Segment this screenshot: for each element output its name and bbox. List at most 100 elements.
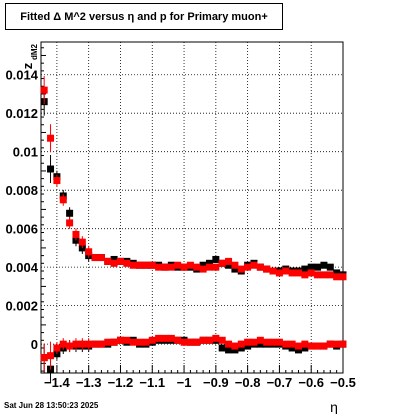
data-point [155,263,163,271]
data-point [53,344,61,352]
data-point [142,338,150,346]
data-point [66,342,74,350]
data-point [244,263,252,271]
x-tick-label: −0.5 [330,375,356,390]
data-point [294,269,302,277]
data-point [193,263,201,271]
data-point [237,340,245,348]
data-point [301,265,309,273]
data-point [294,342,302,350]
data-point [110,255,118,263]
data-point [212,255,220,263]
data-point [72,340,80,348]
data-point [186,261,194,269]
data-point [193,338,201,346]
chart-title-box: Fitted Δ M^2 versus η and p for Primary … [5,3,283,30]
data-point [231,265,239,273]
data-point [225,340,233,348]
data-point [91,340,99,348]
data-point [339,273,347,281]
y-axis-label: z [20,62,35,69]
data-point [288,344,296,352]
x-axis-label: η [330,399,338,414]
data-point [244,342,252,350]
data-point [237,265,245,273]
data-point [307,342,315,350]
x-tick-label: −0.8 [235,375,261,390]
data-point [212,263,220,271]
data-point [116,257,124,265]
data-point [85,340,93,348]
y-tick-label: 0.012 [5,106,38,121]
data-point [269,338,277,346]
data-point [282,267,290,275]
x-tick-label: −0.9 [203,375,229,390]
data-point [250,261,258,269]
data-point [269,267,277,275]
data-point [53,177,61,185]
data-point [225,257,233,265]
y-tick-label: 0.01 [13,145,38,160]
data-point [333,269,341,277]
x-tick-label: −1.4 [44,375,70,390]
y-tick-label: 0.006 [5,222,38,237]
data-point [148,261,156,269]
data-point [250,338,258,346]
data-point [263,265,271,273]
data-point [205,336,213,344]
data-point [123,259,131,267]
y-tick-label: 0.004 [5,260,38,275]
data-point [167,334,175,342]
data-point [231,261,239,269]
data-point [231,346,239,354]
data-point [174,261,182,269]
x-tick-label: −0.7 [267,375,293,390]
data-point [47,165,55,173]
data-point [167,263,175,271]
data-point [59,340,67,348]
data-point [78,340,86,348]
data-point [104,338,112,346]
data-point [288,340,296,348]
data-point [218,336,226,344]
data-point [97,254,105,262]
data-point [155,334,163,342]
data-point [97,340,105,348]
data-point [66,209,74,217]
data-point [205,259,213,267]
data-point [314,263,322,271]
data-point [205,263,213,271]
data-point [161,263,169,271]
data-point [72,230,80,238]
data-point [47,134,55,142]
y-tick-label: 0 [31,337,38,352]
chart-title: Fitted Δ M^2 versus η and p for Primary … [20,11,268,23]
data-point [47,352,55,360]
data-point [263,338,271,346]
data-point [85,248,93,256]
data-point [307,263,315,271]
data-point [333,273,341,281]
data-point [333,340,341,348]
x-tick-label: −1.3 [76,375,102,390]
y-tick-label: 0.008 [5,183,38,198]
data-point [301,271,309,279]
data-point [244,338,252,346]
data-point [314,271,322,279]
plot-area [41,42,343,373]
x-tick-label: −1 [177,375,192,390]
data-point [78,238,86,246]
data-point [320,342,328,350]
data-point [282,340,290,348]
data-point [326,271,334,279]
data-point [314,342,322,350]
data-point [186,338,194,346]
data-point [174,336,182,344]
data-point [142,261,150,269]
data-point [40,354,48,362]
y-tick-label: 0.002 [5,299,38,314]
data-point [148,336,156,344]
data-point [339,340,347,348]
data-point [123,336,131,344]
data-point [129,261,137,269]
